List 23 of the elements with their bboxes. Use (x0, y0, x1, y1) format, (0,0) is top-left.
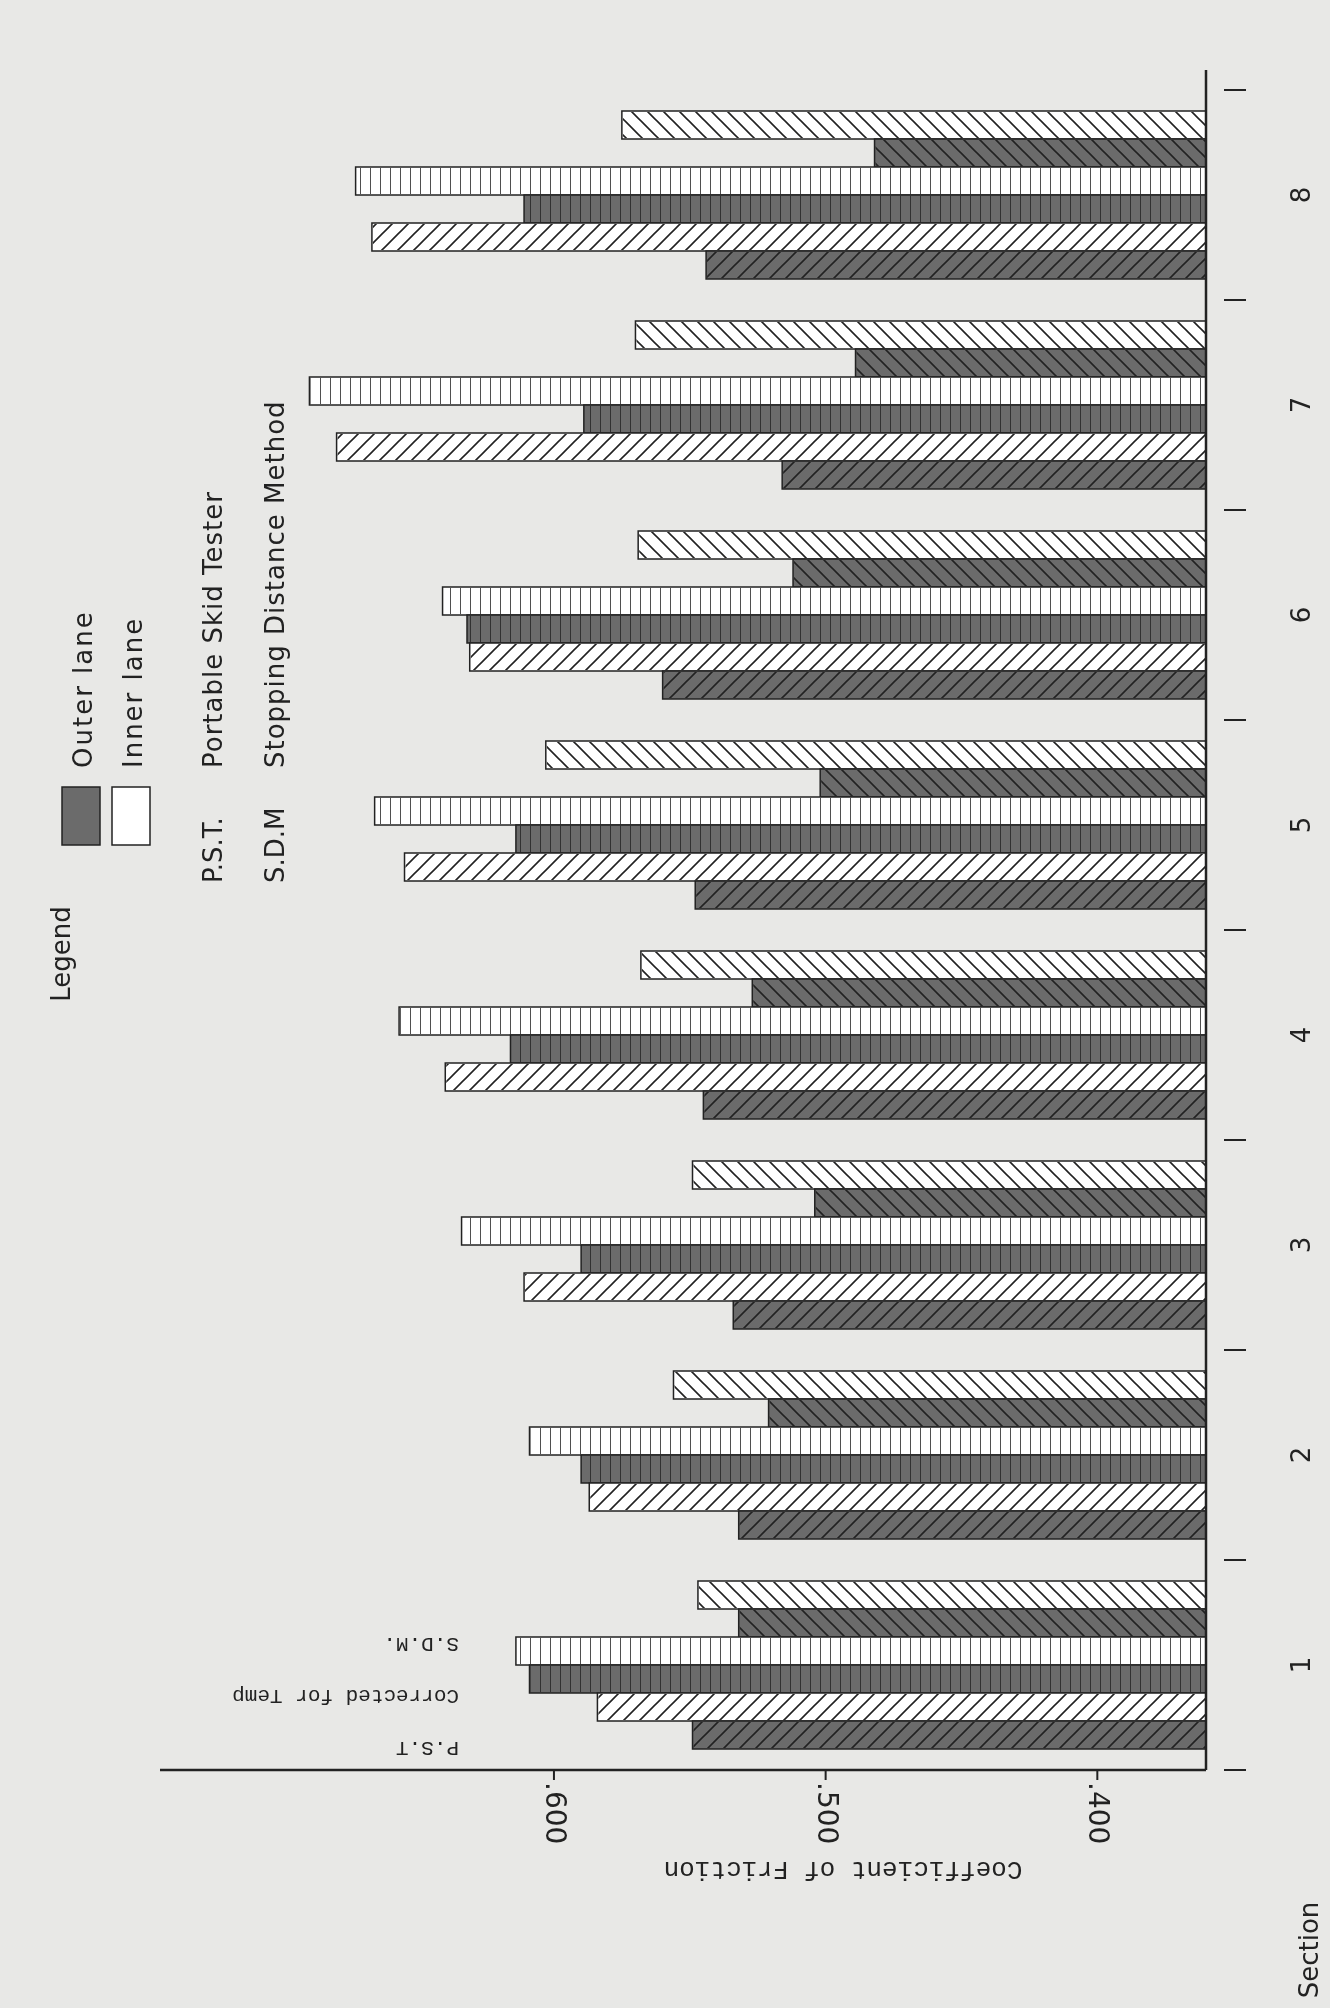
legend-title: Legend (46, 906, 76, 1002)
text: Outer lane (68, 610, 98, 768)
annotation: S.D.M (260, 807, 290, 883)
annotation: Corrected for Temp (232, 1684, 459, 1707)
x-tick-label: .500 (810, 1782, 844, 1845)
y-tick-label: 4 (1286, 1026, 1316, 1044)
x-tick-label: .600 (538, 1782, 572, 1845)
annotation: Stopping Distance Method (260, 400, 290, 768)
annotation: Portable Skid Tester (198, 491, 228, 768)
annotation: P.S.T (395, 1736, 459, 1759)
annotation: S.D.M. (383, 1632, 459, 1655)
y-tick-label: 7 (1286, 396, 1316, 414)
y-axis-title: Section (1294, 1901, 1324, 1999)
x-axis-title: Coefficient of Friction (663, 1854, 1023, 1885)
y-tick-label: 8 (1286, 186, 1316, 204)
text: Inner lane (118, 616, 148, 768)
y-tick-label: 6 (1286, 606, 1316, 624)
y-tick-label: 1 (1286, 1656, 1316, 1674)
x-tick-label: .400 (1082, 1782, 1116, 1845)
y-tick-label: 2 (1286, 1446, 1316, 1464)
y-tick-label: 5 (1286, 816, 1316, 834)
annotation: P.S.T. (198, 817, 228, 883)
y-tick-label: 3 (1286, 1236, 1316, 1254)
